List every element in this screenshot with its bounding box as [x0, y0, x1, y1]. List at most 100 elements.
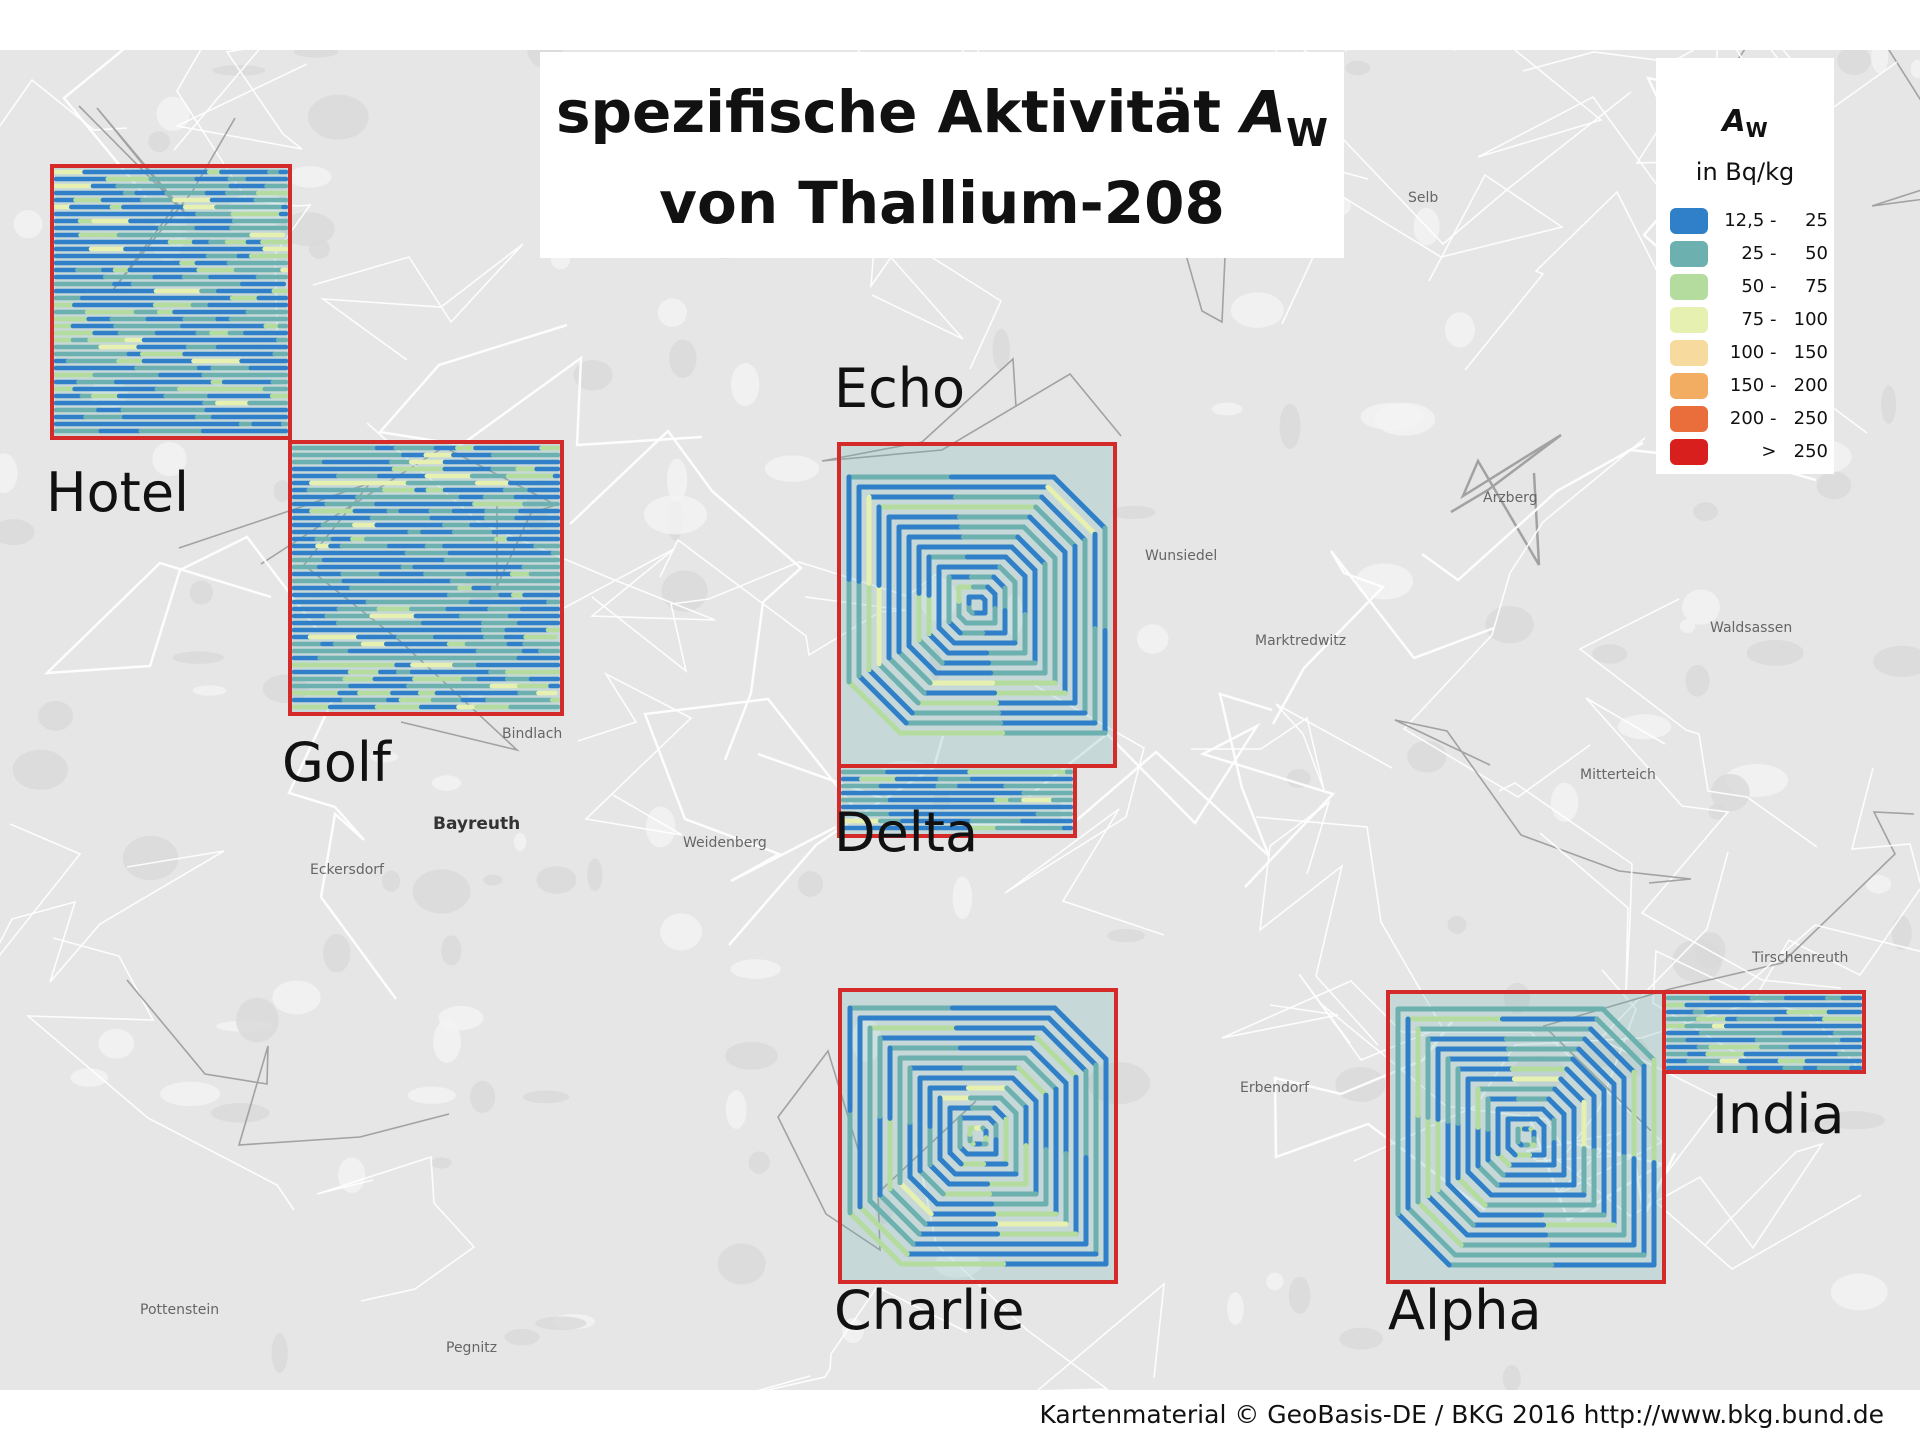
terrain-patch	[725, 1041, 778, 1070]
road	[62, 50, 147, 198]
terrain-patch	[38, 701, 74, 731]
place-erbendorf: Erbendorf	[1240, 1080, 1310, 1096]
road	[643, 697, 853, 883]
flight-line	[1021, 524, 1058, 561]
flight-line	[877, 1192, 922, 1237]
flight-line	[1558, 1076, 1587, 1105]
area-label-echo: Echo	[834, 357, 966, 420]
flight-line	[1445, 1181, 1482, 1218]
road	[1701, 50, 1920, 207]
terrain-patch	[1266, 1272, 1284, 1291]
road	[0, 823, 82, 957]
flight-line	[876, 661, 921, 706]
legend-range: > 250	[1761, 441, 1828, 462]
terrain-patch	[370, 751, 399, 763]
road	[1542, 811, 1915, 1132]
map-title: spezifische Aktivität AW von Thallium-20…	[540, 52, 1344, 258]
terrain-patch	[433, 1020, 461, 1063]
terrain-patch	[430, 1157, 452, 1169]
terrain-patch	[1110, 505, 1156, 520]
terrain-patch	[1279, 403, 1301, 450]
survey-frame	[837, 764, 1077, 838]
flight-line	[906, 643, 939, 676]
legend-range: 50 - 75	[1741, 276, 1828, 297]
terrain-patch	[381, 870, 401, 892]
flight-line	[916, 637, 945, 666]
terrain-patch	[1227, 1292, 1244, 1325]
terrain-patch	[1407, 740, 1447, 773]
terrain-patch	[1824, 1111, 1885, 1130]
terrain-patch	[1866, 874, 1892, 894]
place-bayreuth: Bayreuth	[433, 814, 521, 834]
flight-line	[1582, 1036, 1627, 1081]
terrain-patch	[1592, 644, 1628, 664]
terrain-patch	[122, 835, 179, 881]
terrain-patch	[1360, 403, 1424, 431]
terrain-patch	[523, 1090, 570, 1104]
place-waldsassen: Waldsassen	[1710, 620, 1793, 636]
terrain-patch	[1891, 915, 1912, 951]
legend-swatch	[1670, 208, 1708, 234]
place-mitterteich: Mitterteich	[1580, 767, 1656, 783]
legend-range: 75 - 100	[1741, 309, 1828, 330]
flight-line	[896, 649, 933, 686]
terrain-patch	[797, 871, 824, 898]
road	[0, 850, 225, 983]
flight-line	[1564, 1066, 1597, 1099]
terrain-patch	[1816, 471, 1852, 500]
legend-row: 25 - 50	[1670, 241, 1834, 267]
legend-row: 75 - 100	[1670, 307, 1834, 333]
terrain-patch	[1837, 50, 1871, 76]
title-subscript: W	[1286, 111, 1329, 155]
flight-line	[847, 1210, 904, 1267]
flight-line	[1028, 1045, 1069, 1086]
road	[287, 698, 398, 1000]
legend-range: 150 - 200	[1729, 375, 1828, 396]
title-symbol: A	[1241, 78, 1287, 146]
legend-range: 200 - 250	[1729, 408, 1828, 429]
terrain-patch	[156, 96, 190, 132]
terrain-patch	[1502, 1364, 1521, 1390]
road	[577, 671, 693, 836]
map-credit: Kartenmaterial © GeoBasis-DE / BKG 2016 …	[1039, 1400, 1884, 1429]
road	[757, 1285, 968, 1390]
terrain-patch	[1211, 402, 1243, 416]
survey-area-golf	[288, 440, 564, 716]
road	[1782, 50, 1898, 109]
road	[0, 78, 128, 131]
terrain-patch	[307, 94, 369, 140]
flight-line	[1588, 1026, 1637, 1075]
flight-line	[1046, 1015, 1099, 1068]
survey-fill	[290, 442, 562, 714]
terrain-patch	[189, 580, 214, 605]
terrain-patch	[730, 959, 781, 979]
place-arzberg: Arzberg	[1483, 490, 1538, 506]
terrain-patch	[98, 1028, 135, 1059]
terrain-patch	[535, 1316, 587, 1330]
terrain-patch	[1881, 385, 1897, 424]
road	[1271, 550, 1495, 725]
title-line-2: von Thallium-208	[659, 169, 1225, 237]
road	[1740, 767, 1920, 991]
terrain-patch	[172, 651, 224, 664]
flight-line	[887, 1186, 928, 1227]
flight-line	[1052, 1005, 1109, 1062]
flight-line	[846, 679, 903, 736]
terrain-patch	[1910, 59, 1920, 79]
flight-line	[1395, 1211, 1452, 1268]
place-selb: Selb	[1408, 190, 1439, 206]
place-tirschenreuth: Tirschenreuth	[1752, 950, 1849, 966]
flight-line	[1010, 1075, 1039, 1104]
flight-line	[1015, 534, 1048, 567]
flight-line	[1425, 1193, 1470, 1238]
survey-layer	[50, 164, 1866, 1284]
terrain-patch	[236, 997, 279, 1043]
terrain-patch	[1685, 664, 1710, 697]
terrain-patch	[431, 775, 462, 791]
terrain-patch	[1799, 1118, 1834, 1133]
road	[1273, 1019, 1486, 1212]
legend-swatch	[1670, 406, 1708, 432]
road	[569, 429, 803, 761]
survey-fill	[52, 166, 290, 438]
flight-line	[857, 1204, 910, 1257]
